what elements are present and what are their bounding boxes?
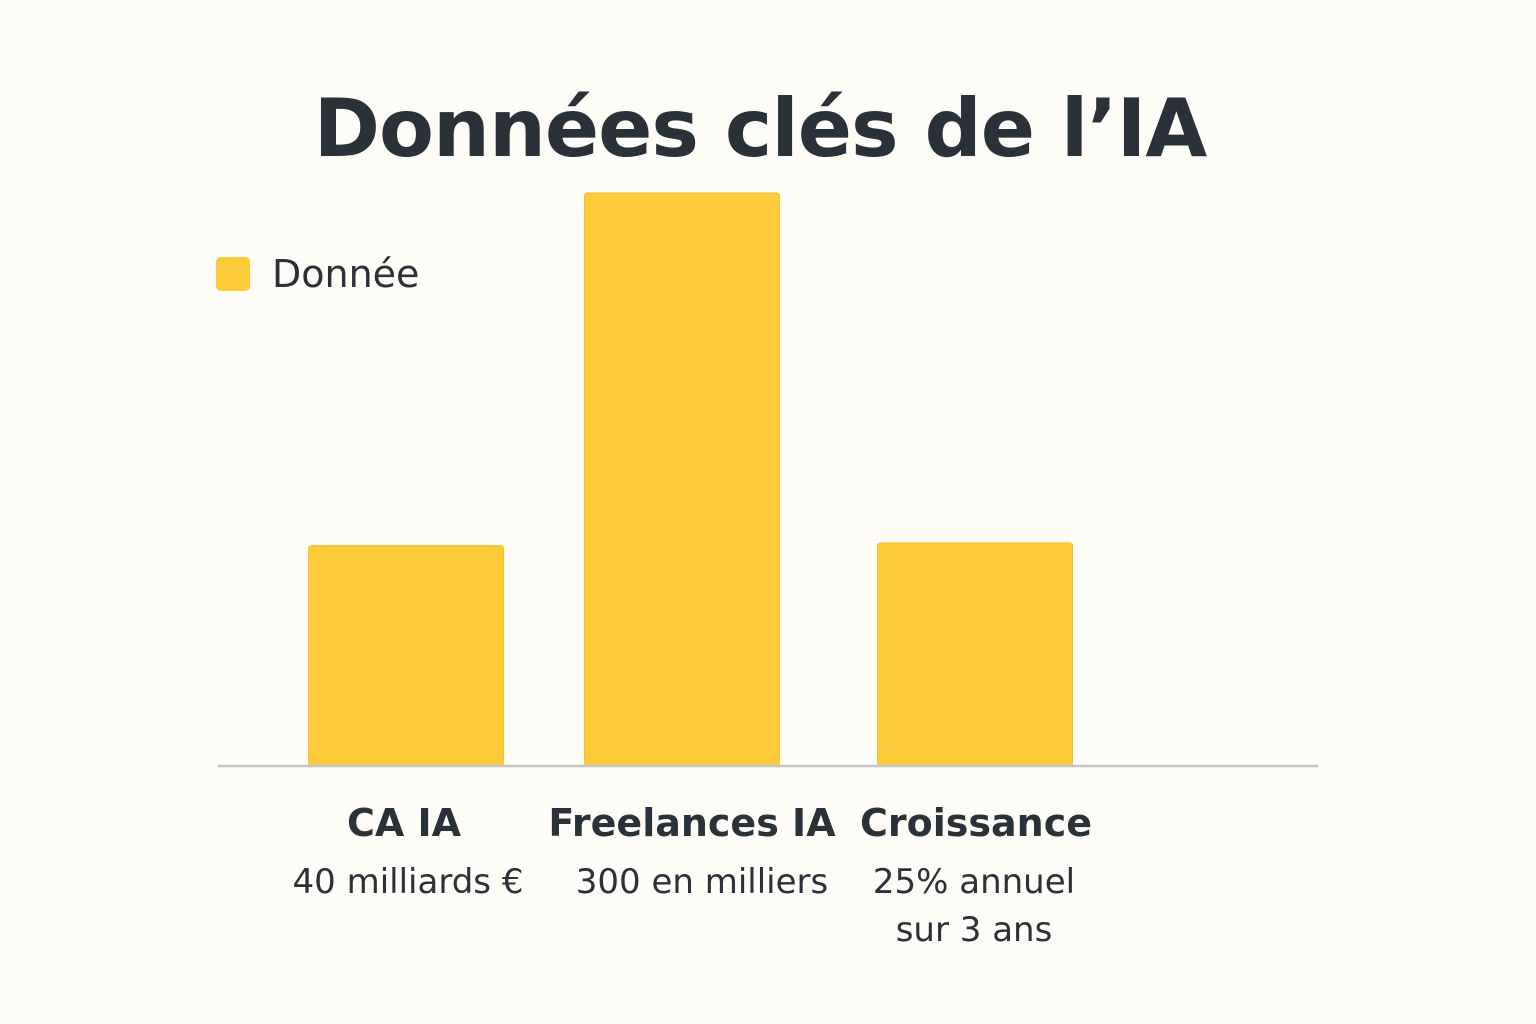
- x-tick-detail-3-2: sur 3 ans: [896, 910, 1053, 950]
- bars-group: [308, 192, 1073, 767]
- bar-3: [877, 542, 1073, 767]
- chart-title: Données clés de l’IA: [313, 82, 1208, 175]
- x-tick-detail-3-1: 25% annuel: [873, 862, 1075, 902]
- legend: Donnée: [216, 252, 419, 296]
- bar-2: [584, 192, 780, 767]
- legend-label: Donnée: [272, 252, 420, 296]
- x-tick-label-2: Freelances IA: [548, 801, 836, 845]
- x-tick-label-1: CA IA: [347, 801, 462, 845]
- x-tick-label-3: Croissance: [860, 801, 1092, 845]
- x-tick-detail-1-1: 40 milliards €: [293, 862, 524, 902]
- x-tick-detail-2-1: 300 en milliers: [576, 862, 829, 902]
- x-tick-labels: CA IA 40 milliards € Freelances IA 300 en m…: [293, 801, 1092, 950]
- bar-1: [308, 545, 504, 767]
- legend-swatch: [216, 257, 250, 291]
